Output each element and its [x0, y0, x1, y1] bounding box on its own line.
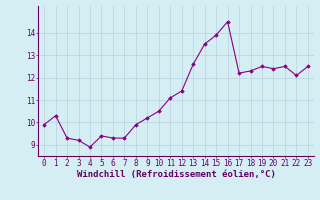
X-axis label: Windchill (Refroidissement éolien,°C): Windchill (Refroidissement éolien,°C)	[76, 170, 276, 179]
